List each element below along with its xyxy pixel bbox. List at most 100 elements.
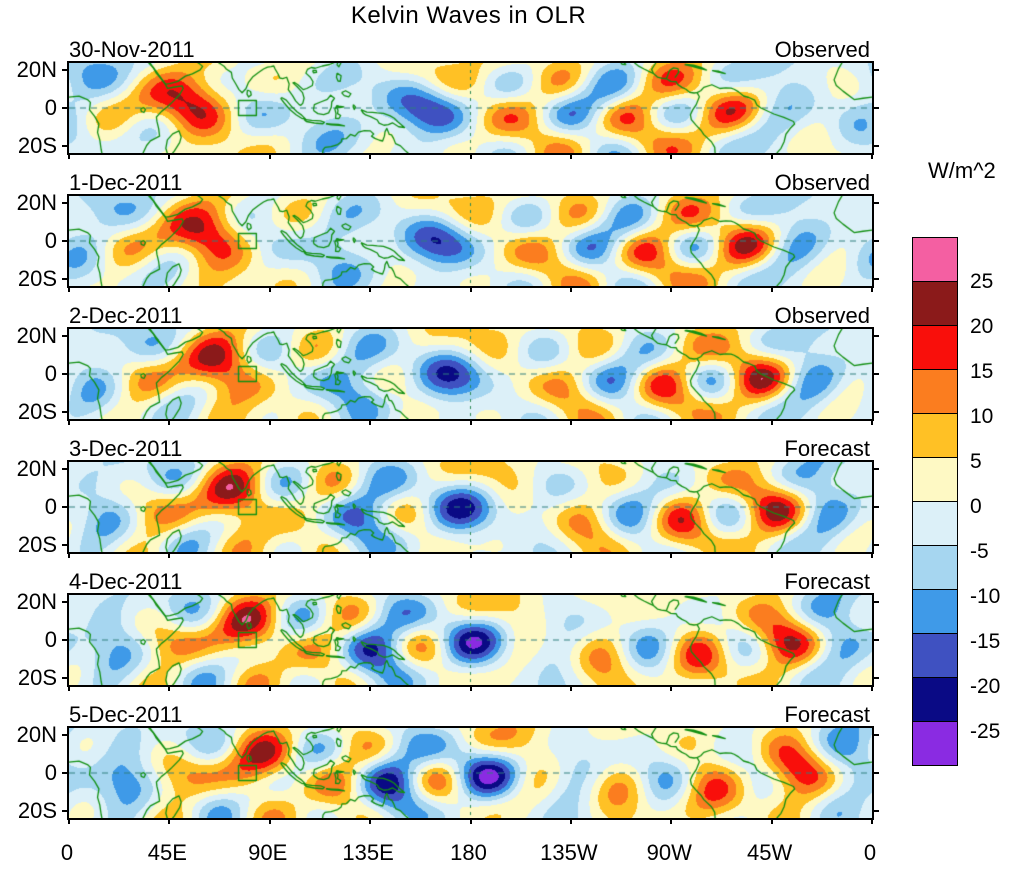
- map-frame: 20N 0 20S: [17, 190, 879, 292]
- panel-3: 3-Dec-2011 Forecast 20N 0 20S: [0, 433, 880, 566]
- x-axis-tick: [168, 153, 171, 159]
- y-axis-label: 0: [44, 627, 57, 652]
- map-frame: 20N 0 20S: [17, 722, 879, 824]
- x-axis-tick: [670, 153, 673, 159]
- x-axis-tick: [569, 552, 572, 558]
- x-axis-tick: [68, 685, 70, 691]
- y-axis-tick: [872, 202, 879, 205]
- x-axis-tick: [168, 552, 171, 558]
- colorbar-tick-label: 10: [970, 405, 994, 428]
- x-axis-tick: [770, 818, 773, 824]
- x-axis-tick: [670, 419, 673, 425]
- x-axis-tick: [770, 286, 773, 292]
- x-axis-tick: [268, 552, 271, 558]
- y-axis-tick: [62, 373, 69, 375]
- y-axis-label: 20S: [17, 398, 57, 424]
- contour-map-canvas: [69, 595, 872, 685]
- x-axis-tick: [68, 419, 70, 425]
- colorbar-tick-label: -5: [970, 540, 989, 563]
- x-axis-tick: [369, 153, 372, 159]
- y-axis-tick: [62, 543, 69, 546]
- y-axis-tick: [62, 772, 69, 774]
- x-axis-tick: [770, 685, 773, 691]
- x-axis-tick: [168, 419, 171, 425]
- y-axis-label: 0: [44, 95, 57, 120]
- y-axis-label: 20N: [16, 57, 57, 83]
- x-axis-tick: [670, 685, 673, 691]
- x-axis-tick: [68, 153, 70, 159]
- y-axis-label: 20N: [16, 722, 57, 748]
- y-axis-label: 20N: [16, 323, 57, 349]
- y-axis-label: 20S: [17, 531, 57, 557]
- map-frame: 20N 0 20S: [17, 589, 879, 691]
- x-axis-tick: [68, 286, 70, 292]
- y-axis-tick: [62, 202, 69, 205]
- x-axis-tick: [469, 419, 472, 425]
- y-axis-tick: [62, 506, 69, 508]
- x-axis-tick: [569, 685, 572, 691]
- x-axis-tick: [469, 818, 472, 824]
- y-axis-tick: [872, 373, 879, 375]
- y-axis-tick: [62, 144, 69, 147]
- colorbar-cell: [912, 369, 958, 414]
- x-axis-tick: [569, 818, 572, 824]
- y-axis-label: 0: [44, 228, 57, 253]
- colorbar: 25 20 15 10 5 0 -5 -10 -15 -20 -25: [912, 237, 1000, 766]
- y-axis-tick: [872, 676, 879, 679]
- chart-title: Kelvin Waves in OLR: [350, 2, 587, 29]
- y-axis-tick: [62, 676, 69, 679]
- x-axis-tick: [268, 286, 271, 292]
- x-axis-tick: [369, 552, 372, 558]
- x-axis-tick: [670, 552, 673, 558]
- contour-map-canvas: [69, 63, 872, 153]
- y-axis-tick: [872, 240, 879, 242]
- y-axis-label: 20N: [16, 190, 57, 216]
- colorbar-cell: [912, 325, 958, 370]
- y-axis-tick: [872, 69, 879, 72]
- x-axis-tick: [469, 153, 472, 159]
- panel-date-label: 2-Dec-2011: [69, 303, 183, 328]
- x-axis-tick: [168, 286, 171, 292]
- y-axis-tick: [872, 410, 879, 413]
- x-axis-tick: [670, 818, 673, 824]
- colorbar-cell: [912, 677, 958, 722]
- x-axis-tick: [268, 153, 271, 159]
- x-axis-label: 0: [863, 840, 877, 865]
- colorbar-tick-label: 0: [970, 495, 982, 518]
- y-axis-label: 20N: [16, 589, 57, 615]
- y-axis-tick: [872, 107, 879, 109]
- x-axis-tick: [871, 286, 873, 292]
- y-axis-tick: [62, 69, 69, 72]
- y-axis-tick: [872, 277, 879, 280]
- y-axis-tick: [62, 809, 69, 812]
- panel-kind-label: Forecast: [784, 436, 870, 461]
- colorbar-cell: [912, 281, 958, 326]
- x-axis-tick: [469, 685, 472, 691]
- panel-date-label: 5-Dec-2011: [69, 702, 183, 727]
- colorbar-tick-label: -20: [970, 675, 1001, 698]
- panel-date-label: 4-Dec-2011: [69, 569, 183, 594]
- y-axis-tick: [62, 335, 69, 338]
- x-axis-tick: [569, 153, 572, 159]
- panel-header: 1-Dec-2011 Observed: [67, 170, 870, 195]
- x-axis-label: 45W: [747, 840, 793, 865]
- x-axis-tick: [770, 552, 773, 558]
- y-axis-tick: [62, 468, 69, 471]
- x-axis-label: 135W: [540, 840, 598, 865]
- map-frame: 20N 0 20S: [17, 456, 879, 558]
- panel-header: 4-Dec-2011 Forecast: [67, 569, 870, 594]
- y-axis-label: 20S: [17, 265, 57, 291]
- x-axis-label: 135E: [342, 840, 394, 865]
- y-axis-tick: [62, 734, 69, 737]
- x-axis-tick: [871, 818, 873, 824]
- x-axis-tick: [569, 286, 572, 292]
- x-axis-tick: [68, 818, 70, 824]
- y-axis-tick: [872, 639, 879, 641]
- panel-0: 30-Nov-2011 Observed 20N 0 20S: [0, 34, 880, 167]
- panel-5: 5-Dec-2011 Forecast 20N 0 20S: [0, 699, 880, 832]
- colorbar-tick-label: 20: [970, 315, 994, 338]
- y-axis-tick: [872, 543, 879, 546]
- panel-stack: 30-Nov-2011 Observed 20N 0 20S 1-Dec-201…: [0, 34, 880, 832]
- panel-header: 5-Dec-2011 Forecast: [67, 702, 870, 727]
- panel-kind-label: Observed: [774, 303, 870, 328]
